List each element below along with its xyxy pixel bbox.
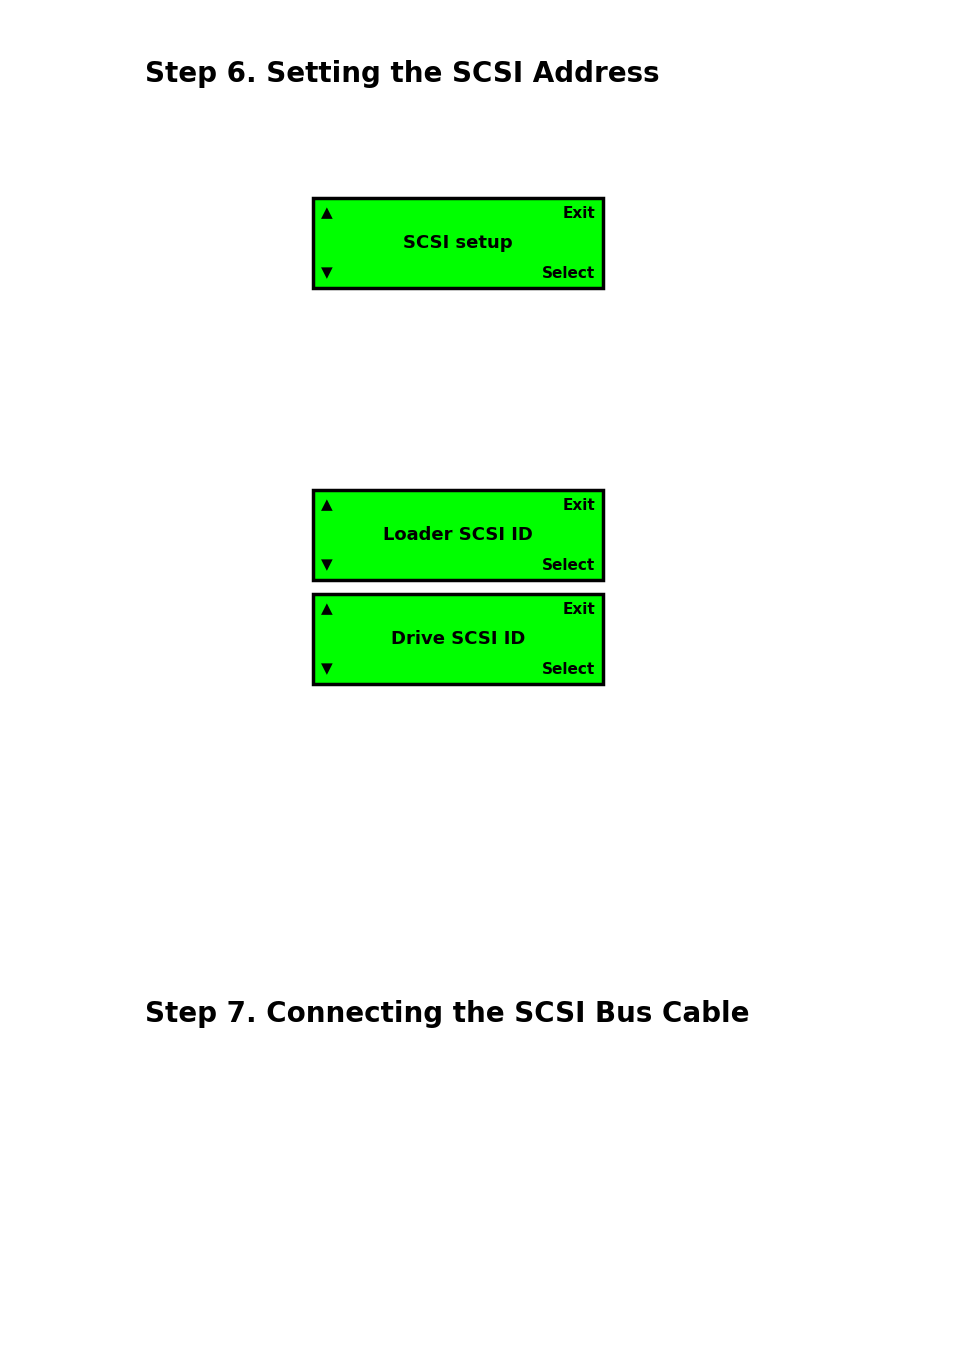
Text: ▲: ▲ <box>320 205 333 220</box>
Text: SCSI setup: SCSI setup <box>403 234 513 252</box>
Text: Select: Select <box>541 662 595 676</box>
Text: ▲: ▲ <box>320 498 333 513</box>
FancyBboxPatch shape <box>313 490 602 580</box>
Text: Loader SCSI ID: Loader SCSI ID <box>383 526 533 544</box>
Text: Drive SCSI ID: Drive SCSI ID <box>391 630 525 648</box>
Text: ▼: ▼ <box>320 662 333 676</box>
Text: Select: Select <box>541 558 595 572</box>
Text: ▲: ▲ <box>320 602 333 617</box>
Text: Exit: Exit <box>561 602 595 617</box>
Text: Exit: Exit <box>561 498 595 513</box>
FancyBboxPatch shape <box>313 198 602 288</box>
Text: Exit: Exit <box>561 205 595 220</box>
Text: ▼: ▼ <box>320 558 333 572</box>
Text: Step 6. Setting the SCSI Address: Step 6. Setting the SCSI Address <box>145 59 659 88</box>
Text: ▼: ▼ <box>320 266 333 281</box>
Text: Step 7. Connecting the SCSI Bus Cable: Step 7. Connecting the SCSI Bus Cable <box>145 1000 749 1027</box>
Text: Select: Select <box>541 266 595 281</box>
FancyBboxPatch shape <box>313 594 602 684</box>
